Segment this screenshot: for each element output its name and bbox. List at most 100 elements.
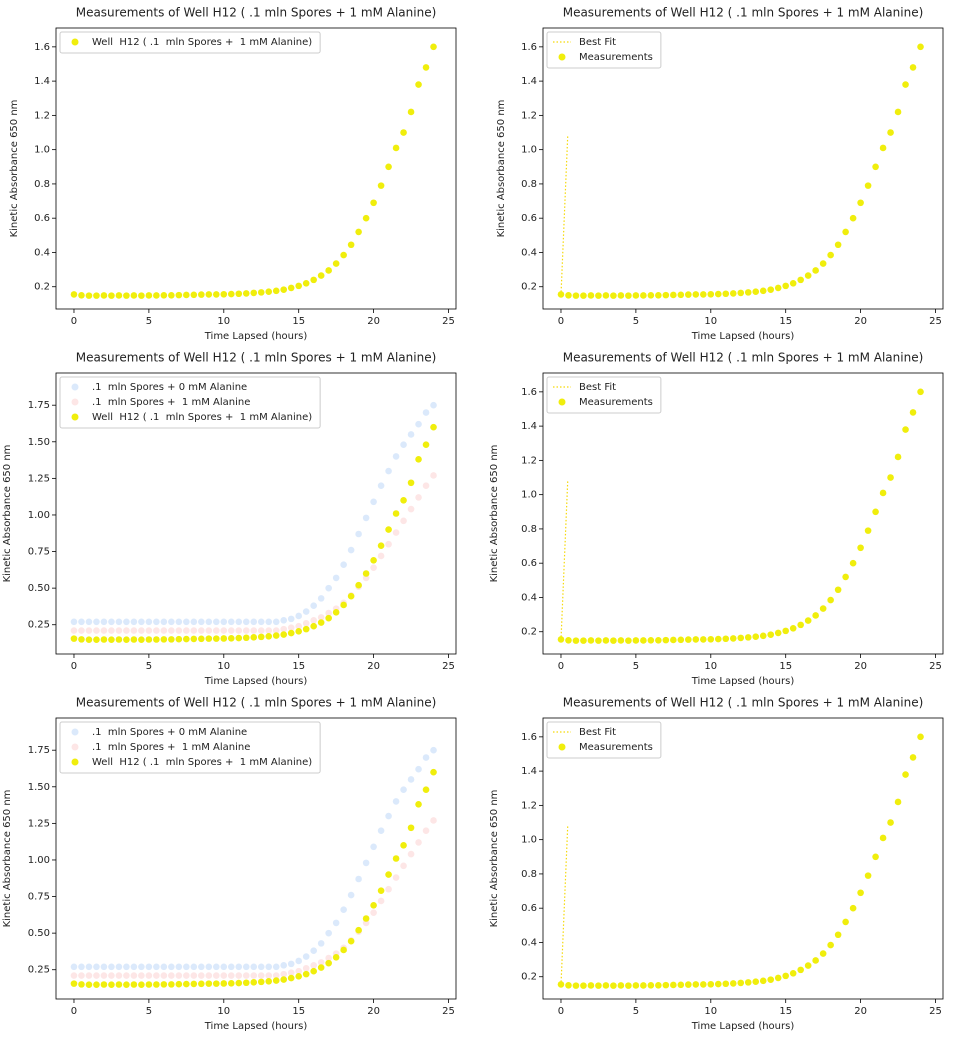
- data-point: [302, 625, 310, 633]
- data-point: [407, 505, 415, 513]
- data-point: [699, 981, 707, 988]
- data-point: [617, 637, 625, 644]
- legend-marker: [71, 758, 79, 766]
- data-point: [804, 962, 812, 969]
- data-point: [430, 472, 437, 479]
- data-point: [902, 771, 909, 778]
- data-point: [168, 618, 175, 626]
- data-point: [212, 972, 220, 979]
- data-point: [377, 182, 385, 189]
- y-tick-label: 0.2: [34, 282, 50, 293]
- legend-marker: [71, 728, 79, 736]
- legend-marker: [558, 743, 566, 751]
- y-tick-label: 1.25: [28, 818, 50, 829]
- legend-marker: [71, 743, 79, 751]
- legend-label: Measurements: [579, 52, 653, 63]
- data-point: [430, 746, 437, 754]
- data-point: [93, 292, 100, 299]
- data-point: [100, 972, 108, 979]
- data-point: [647, 636, 655, 644]
- data-point: [370, 843, 377, 851]
- data-point: [377, 482, 385, 489]
- data-point: [227, 972, 235, 979]
- data-point: [295, 612, 302, 620]
- data-point: [857, 199, 864, 207]
- data-point: [647, 291, 655, 299]
- data-point: [632, 637, 640, 644]
- data-point: [108, 618, 115, 626]
- data-point: [894, 453, 902, 461]
- y-tick-label: 1.2: [34, 110, 50, 121]
- data-point: [332, 953, 340, 961]
- data-point: [872, 853, 879, 861]
- data-point: [385, 467, 392, 475]
- subplot: Measurements of Well H12 ( .1 mln Spores…: [489, 696, 944, 1032]
- data-point: [138, 972, 145, 979]
- data-point: [887, 129, 894, 136]
- data-point: [70, 980, 78, 987]
- data-point: [93, 972, 100, 979]
- y-tick-label: 1.6: [521, 42, 537, 53]
- data-point: [819, 950, 827, 957]
- data-point: [183, 627, 190, 634]
- data-point: [370, 909, 377, 916]
- data-point: [625, 637, 632, 644]
- data-point: [183, 963, 190, 971]
- x-tick-label: 0: [71, 316, 77, 327]
- data-point: [692, 636, 700, 643]
- data-point: [280, 970, 288, 978]
- data-point: [355, 875, 362, 883]
- data-point: [242, 963, 250, 971]
- data-point: [70, 635, 78, 642]
- data-point: [115, 981, 123, 988]
- data-point: [640, 637, 647, 644]
- data-point: [198, 627, 205, 634]
- data-point: [100, 627, 108, 634]
- data-point: [407, 431, 415, 438]
- data-point: [175, 972, 183, 979]
- data-point: [707, 635, 715, 643]
- data-point: [752, 288, 760, 295]
- data-point: [595, 292, 602, 299]
- legend-label: .1 mln Spores + 0 mM Alanine: [92, 727, 247, 738]
- y-tick-label: 0.8: [521, 869, 537, 880]
- data-point: [310, 276, 317, 284]
- data-point: [430, 768, 437, 776]
- legend-label: Measurements: [579, 397, 653, 408]
- data-point: [340, 906, 347, 914]
- data-point: [93, 636, 100, 643]
- x-tick-label: 0: [71, 661, 77, 672]
- y-tick-label: 0.8: [521, 179, 537, 190]
- data-point: [370, 498, 377, 506]
- data-point: [685, 981, 692, 988]
- data-point: [864, 872, 872, 879]
- data-point: [175, 635, 183, 643]
- data-point: [227, 627, 235, 634]
- data-point: [287, 969, 295, 976]
- data-point: [317, 959, 325, 966]
- y-tick-label: 0.2: [521, 282, 537, 293]
- data-point: [183, 618, 190, 626]
- data-point: [385, 812, 392, 820]
- data-point: [400, 517, 407, 525]
- y-tick-label: 1.4: [521, 421, 537, 432]
- data-point: [625, 292, 632, 299]
- data-point: [789, 279, 797, 287]
- data-point: [310, 962, 317, 969]
- data-point: [685, 636, 692, 643]
- data-point: [737, 979, 745, 987]
- data-point: [153, 981, 160, 988]
- y-tick-label: 1.4: [521, 76, 537, 87]
- x-tick-label: 5: [146, 316, 152, 327]
- data-point: [138, 292, 145, 299]
- data-point: [595, 982, 602, 989]
- data-point: [347, 891, 355, 899]
- data-point: [235, 618, 243, 626]
- data-point: [340, 946, 347, 954]
- chart-title: Measurements of Well H12 ( .1 mln Spores…: [76, 6, 437, 20]
- data-point: [572, 637, 580, 644]
- data-point: [205, 291, 213, 298]
- data-point: [265, 977, 273, 985]
- data-point: [153, 963, 160, 971]
